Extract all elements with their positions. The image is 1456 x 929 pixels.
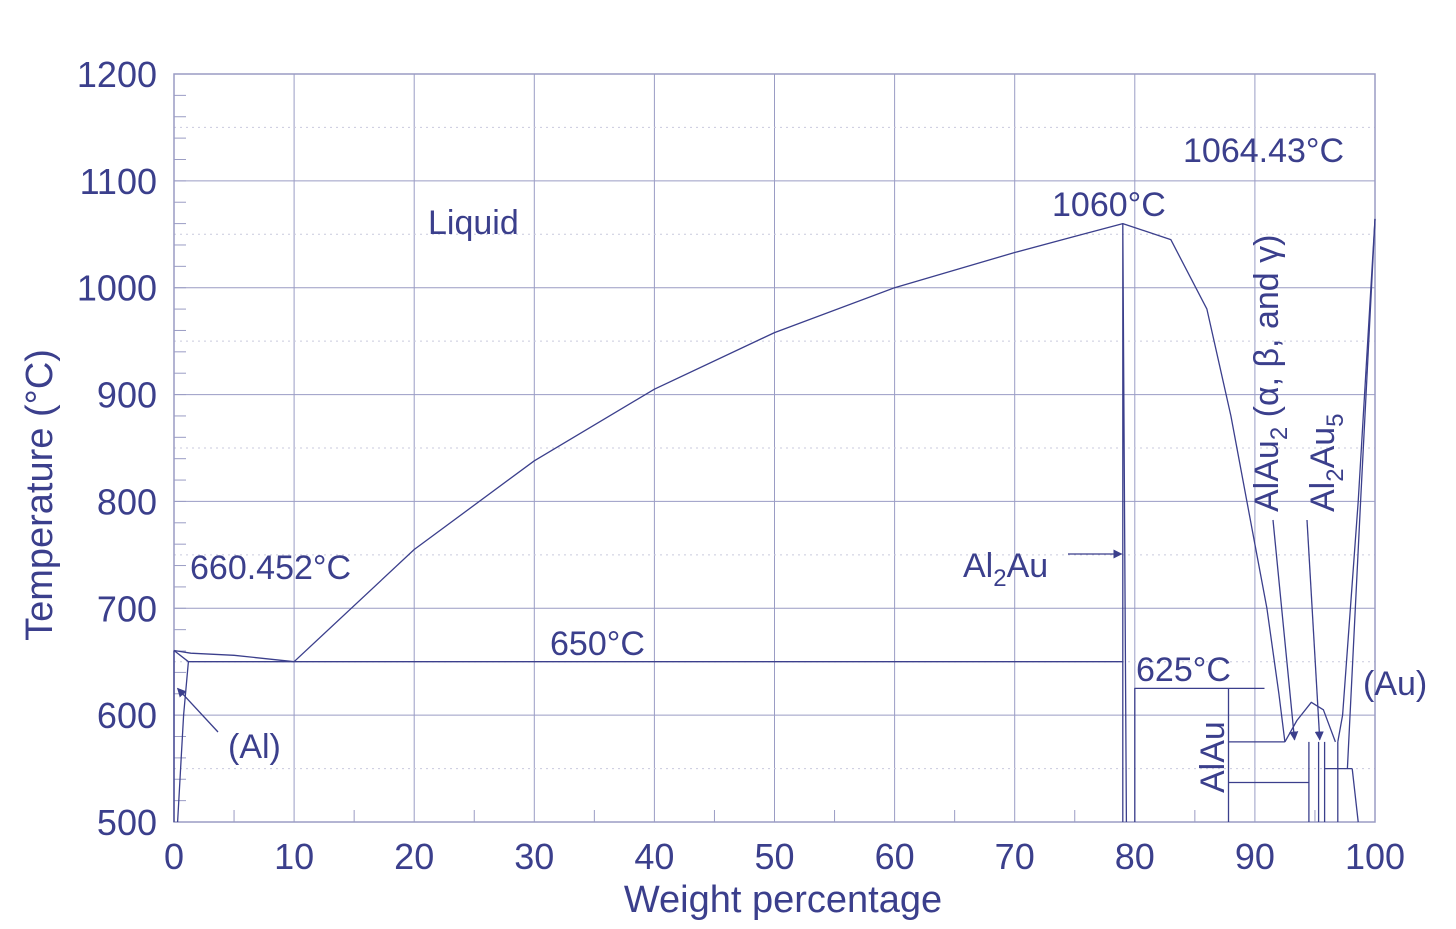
y-tick-label: 600 bbox=[97, 695, 157, 736]
x-tick-label: 70 bbox=[995, 836, 1035, 877]
tick-labels: 0 10 20 30 40 50 60 70 80 90 100 500 600 700 800 900 100… bbox=[77, 54, 1405, 877]
x-tick-label: 80 bbox=[1115, 836, 1155, 877]
label-al-melting-point: 660.452°C bbox=[190, 549, 351, 587]
x-tick-label: 50 bbox=[754, 836, 794, 877]
annotation-arrows bbox=[176, 519, 1324, 741]
label-alau2: AlAu2 (α, β, and γ) bbox=[1248, 235, 1293, 512]
plot-frame bbox=[173, 73, 1376, 823]
y-tick-label: 700 bbox=[97, 588, 157, 629]
y-tick-label: 800 bbox=[97, 481, 157, 522]
x-tick-label: 30 bbox=[514, 836, 554, 877]
label-al-phase: (Al) bbox=[228, 728, 281, 766]
annotation-arrow bbox=[1272, 519, 1299, 741]
label-al2au-max: 1060°C bbox=[1052, 186, 1166, 224]
phase-boundary bbox=[173, 649, 295, 663]
x-axis-label: Weight percentage bbox=[624, 879, 942, 921]
y-tick-label: 1000 bbox=[77, 268, 157, 309]
y-tick-label: 1200 bbox=[77, 54, 157, 95]
label-au-melting-point: 1064.43°C bbox=[1183, 132, 1344, 170]
y-tick-label: 900 bbox=[97, 375, 157, 416]
x-tick-label: 60 bbox=[875, 836, 915, 877]
label-al2au5: Al2Au5 bbox=[1304, 413, 1349, 512]
label-al2au: Al2Au bbox=[963, 547, 1048, 592]
x-tick-label: 20 bbox=[394, 836, 434, 877]
phase-boundary bbox=[1337, 218, 1376, 743]
phase-boundary bbox=[1122, 222, 1286, 742]
x-tick-label: 90 bbox=[1235, 836, 1275, 877]
annotation-arrow bbox=[1306, 519, 1324, 741]
label-eutectic-625: 625°C bbox=[1136, 651, 1231, 689]
x-tick-label: 100 bbox=[1345, 836, 1405, 877]
label-alau: AlAu bbox=[1194, 721, 1232, 793]
annotation-arrow bbox=[176, 687, 219, 733]
x-tick-label: 10 bbox=[274, 836, 314, 877]
x-tick-label: 0 bbox=[164, 836, 184, 877]
label-eutectic-650: 650°C bbox=[550, 625, 645, 663]
label-liquid: Liquid bbox=[428, 204, 519, 242]
x-tick-label: 40 bbox=[634, 836, 674, 877]
phase-boundary bbox=[1346, 218, 1376, 769]
label-au-phase: (Au) bbox=[1363, 665, 1427, 703]
phase-boundary bbox=[1122, 222, 1128, 823]
phase-boundary bbox=[293, 222, 1123, 663]
y-tick-label: 500 bbox=[97, 802, 157, 843]
y-tick-label: 1100 bbox=[80, 161, 157, 202]
phase-boundaries bbox=[173, 218, 1376, 823]
y-axis-label: Temperature (°C) bbox=[19, 349, 61, 641]
phase-boundary bbox=[1351, 768, 1359, 823]
grid bbox=[174, 74, 1375, 822]
phase-boundary bbox=[1134, 687, 1265, 822]
